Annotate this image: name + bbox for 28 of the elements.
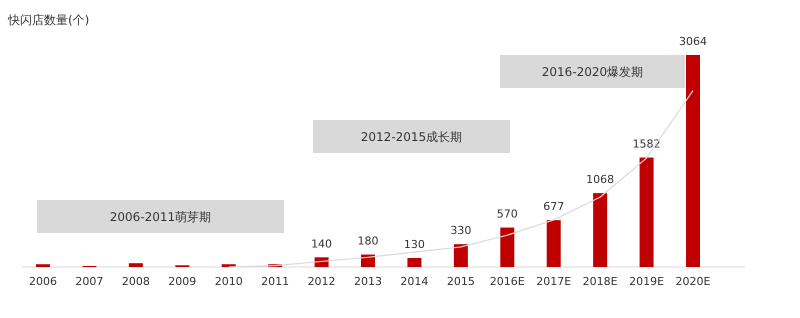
data-label: 1068 (586, 173, 614, 186)
x-tick-label: 2008 (122, 275, 150, 288)
x-tick-label: 2014 (400, 275, 428, 288)
annotation: 2012-2015成长期 (360, 130, 462, 144)
annotation: 2006-2011萌芽期 (110, 210, 212, 224)
x-tick-label: 2012 (308, 275, 336, 288)
annotation: 2016-2020爆发期 (542, 65, 644, 79)
x-tick-label: 2011 (261, 275, 290, 288)
x-tick-label: 2009 (168, 275, 196, 288)
x-tick-label: 2018E (582, 275, 618, 288)
data-label: 3064 (679, 35, 707, 48)
x-tick-label: 2019E (629, 275, 664, 288)
x-tick-label: 2010 (214, 275, 243, 288)
data-label: 180 (358, 234, 378, 248)
x-tick-label: 2013 (354, 275, 382, 288)
data-label: 140 (311, 237, 332, 250)
chart-title: 快闪店数量(个) (7, 13, 90, 27)
x-tick-label: 2017E (536, 275, 572, 288)
data-label: 1582 (632, 138, 661, 151)
x-tick-label: 2020E (676, 275, 711, 288)
data-label: 330 (450, 224, 472, 238)
x-tick-label: 2006 (29, 275, 57, 288)
data-label: 570 (496, 208, 518, 221)
data-label: 677 (543, 200, 564, 214)
x-tick-label: 2015 (446, 275, 475, 288)
x-tick-label: 2007 (75, 275, 104, 288)
x-tick-label: 2016E (490, 275, 525, 288)
data-label: 130 (404, 238, 425, 252)
